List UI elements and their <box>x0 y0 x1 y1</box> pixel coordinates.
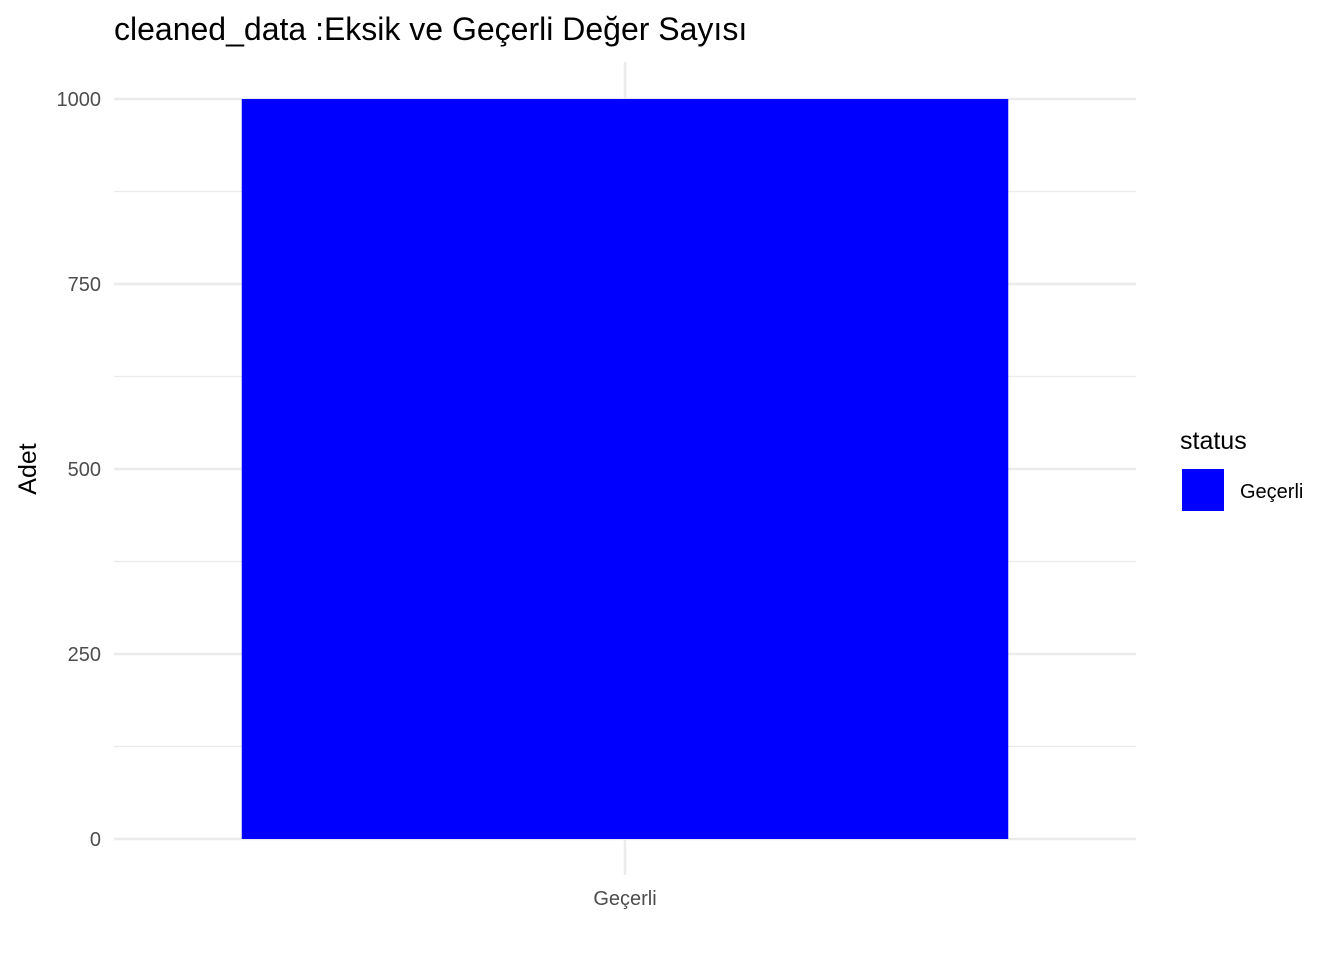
x-tick-label: Geçerli <box>593 888 656 910</box>
y-tick-label: 750 <box>68 274 101 296</box>
y-axis-tick-labels: 0 250 500 750 1000 <box>57 89 102 851</box>
y-axis-title: Adet <box>14 443 42 494</box>
legend-entries: Geçerli <box>1182 469 1303 511</box>
legend-label: Geçerli <box>1240 481 1303 503</box>
y-tick-label: 250 <box>68 644 101 666</box>
legend-swatch <box>1182 469 1224 511</box>
legend: status Geçerli <box>1180 427 1303 511</box>
legend-title: status <box>1180 427 1247 455</box>
y-tick-label: 500 <box>68 459 101 481</box>
x-axis-tick-labels: Geçerli <box>593 888 656 910</box>
chart-title: cleaned_data :Eksik ve Geçerli Değer Say… <box>114 11 747 47</box>
y-tick-label: 0 <box>90 829 101 851</box>
bar <box>241 99 1009 839</box>
y-tick-label: 1000 <box>57 89 102 111</box>
bars <box>241 99 1009 839</box>
